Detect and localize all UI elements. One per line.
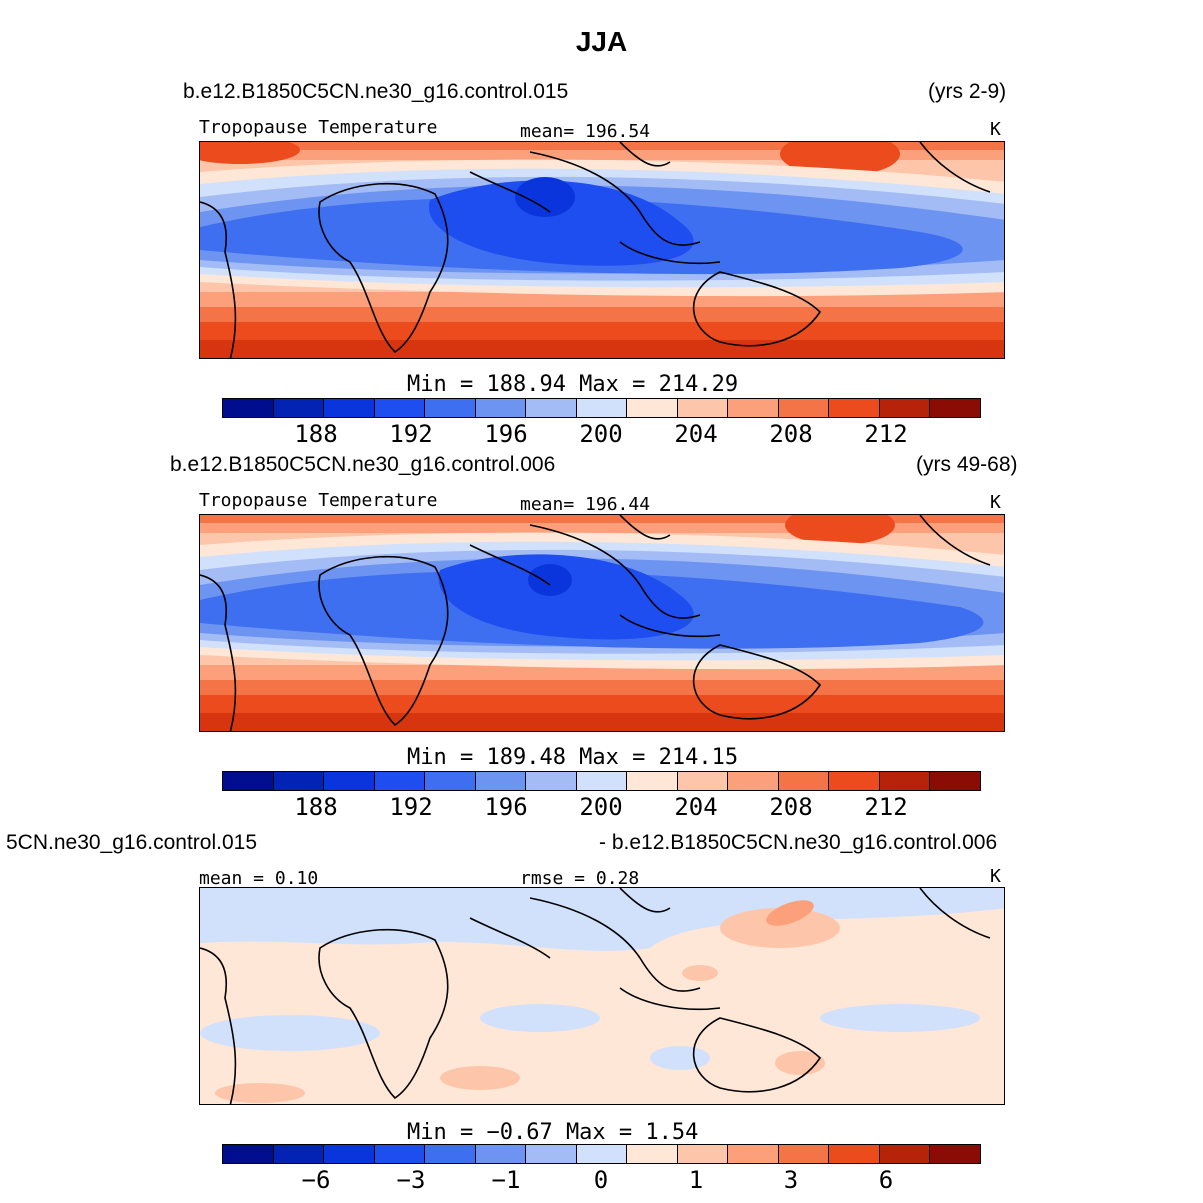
- panel3-rmse-label: rmse = 0.28: [520, 868, 640, 889]
- panel1-colorbar-tick: 192: [389, 420, 433, 448]
- panel3-colorbar-tick: −3: [396, 1166, 426, 1194]
- panel1-colorbar-tick: 212: [864, 420, 908, 448]
- panel2-colorbar-tick: 212: [864, 793, 908, 821]
- panel2-years: (yrs 49-68): [916, 453, 1018, 476]
- panel3-colorbar-tick: 6: [878, 1166, 894, 1194]
- panel1-years: (yrs 2-9): [928, 80, 1007, 103]
- panel2-units: K: [990, 492, 1001, 513]
- panel3-case-right: - b.e12.B1850C5CN.ne30_g16.control.006: [599, 831, 998, 854]
- panel2-variable-label: Tropopause Temperature: [199, 490, 438, 511]
- panel1-colorbar-tick: 208: [769, 420, 813, 448]
- panel2-mean-label: mean= 196.44: [520, 494, 651, 515]
- panel2-minmax: Min = 189.48 Max = 214.15: [407, 745, 739, 770]
- panel2-colorbar-tick: 196: [484, 793, 528, 821]
- panel3-colorbar-tick: −1: [491, 1166, 521, 1194]
- panel2-contour-field: [200, 515, 1004, 731]
- panel3-colorbar-tick: 3: [783, 1166, 799, 1194]
- panel2-colorbar-tick: 200: [579, 793, 623, 821]
- panel2-colorbar: [222, 771, 981, 791]
- panel1-case-name: b.e12.B1850C5CN.ne30_g16.control.015: [183, 80, 569, 103]
- panel2-case-name: b.e12.B1850C5CN.ne30_g16.control.006: [170, 453, 556, 476]
- panel2-map: [199, 514, 1005, 732]
- panel1-minmax: Min = 188.94 Max = 214.29: [407, 372, 739, 397]
- panel3-map: [199, 887, 1005, 1105]
- panel2-colorbar-tick: 188: [294, 793, 338, 821]
- panel1-colorbar-tick: 204: [674, 420, 718, 448]
- panel3-colorbar-tick: −6: [301, 1166, 331, 1194]
- panel3-colorbar-tick: 1: [688, 1166, 704, 1194]
- panel3-units: K: [990, 866, 1001, 887]
- panel1-map: [199, 141, 1005, 359]
- panel1-colorbar-tick: 188: [294, 420, 338, 448]
- panel2-colorbar-tick: 204: [674, 793, 718, 821]
- panel1-variable-label: Tropopause Temperature: [199, 117, 438, 138]
- panel1-colorbar-tick: 200: [579, 420, 623, 448]
- figure-title: JJA: [575, 26, 628, 57]
- panel3-contour-field: [200, 888, 1004, 1104]
- panel2-colorbar-tick: 192: [389, 793, 433, 821]
- panel3-mean-label: mean = 0.10: [199, 868, 319, 889]
- panel3-minmax: Min = −0.67 Max = 1.54: [407, 1120, 699, 1145]
- panel1-contour-field: [200, 142, 1004, 358]
- panel1-mean-label: mean= 196.54: [520, 121, 651, 142]
- panel1-colorbar: [222, 398, 981, 418]
- panel1-units: K: [990, 119, 1001, 140]
- panel3-colorbar-tick: 0: [593, 1166, 609, 1194]
- panel2-colorbar-tick: 208: [769, 793, 813, 821]
- panel1-colorbar-tick: 196: [484, 420, 528, 448]
- panel3-colorbar: [222, 1144, 981, 1164]
- panel3-case-left: 5CN.ne30_g16.control.015: [6, 831, 258, 854]
